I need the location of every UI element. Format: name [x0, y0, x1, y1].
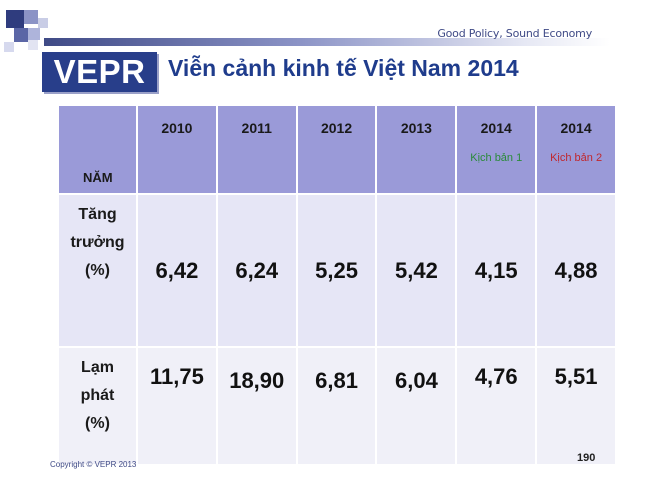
table-cell: 6,81 [297, 348, 376, 464]
table-cell: 18,90 [217, 348, 296, 464]
tagline: Good Policy, Sound Economy [437, 27, 592, 40]
page-number: 190 [577, 452, 596, 464]
copyright: Copyright © VEPR 2013 [50, 460, 137, 469]
table-cell: 6,04 [377, 348, 456, 464]
year-header: 2011 [217, 106, 296, 193]
year-header: 2013 [377, 106, 456, 193]
table-row: Tăng trưởng (%) 6,42 6,24 5,25 5,42 4,15… [59, 195, 615, 346]
table-cell: 6,42 [138, 195, 216, 346]
table-cell-scenario-1: 4,15 [457, 195, 536, 346]
table-cell-scenario-1: 4,76 [457, 348, 536, 464]
year-header: 2012 [297, 106, 376, 193]
year-header: 2010 [138, 106, 216, 193]
table-row: Lạm phát (%) 11,75 18,90 6,81 6,04 4,76 … [59, 348, 615, 464]
table-cell-scenario-2: 5,51 [537, 348, 615, 464]
header-gradient-bar [44, 38, 610, 46]
scenario-1-label: Kịch bản 1 [470, 152, 523, 164]
forecast-table: NĂM 2010 2011 2012 2013 2014 Kịch bản 1 … [57, 104, 617, 466]
table-cell: 5,25 [297, 195, 376, 346]
scenario-2-label: Kịch bản 2 [550, 152, 603, 164]
row-label-inflation: Lạm phát (%) [59, 348, 136, 464]
year-header-scenario-1: 2014 Kịch bản 1 [457, 106, 536, 193]
header-row: NĂM 2010 2011 2012 2013 2014 Kịch bản 1 … [59, 106, 615, 193]
table-cell: 6,24 [217, 195, 296, 346]
table-cell-scenario-2: 4,88 [537, 195, 615, 346]
page-title: Viễn cảnh kinh tế Việt Nam 2014 [168, 55, 519, 81]
row-label-growth: Tăng trưởng (%) [59, 195, 136, 346]
vepr-logo: VEPR [42, 52, 157, 92]
year-header-scenario-2: 2014 Kịch bản 2 [537, 106, 615, 193]
table-cell: 11,75 [138, 348, 216, 464]
corner-label: NĂM [59, 106, 136, 193]
table-cell: 5,42 [377, 195, 456, 346]
